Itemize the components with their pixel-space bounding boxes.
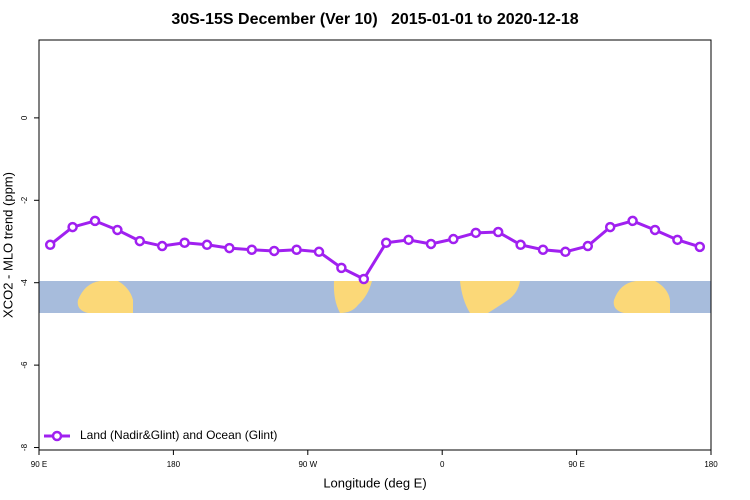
map-strip [39, 281, 711, 313]
x-tick-label: 180 [167, 460, 181, 469]
data-point [694, 241, 706, 253]
y-tick-label: -4 [20, 279, 29, 287]
data-point [44, 239, 56, 251]
data-point [224, 242, 235, 254]
data-point [112, 224, 123, 236]
data-line [49, 219, 701, 281]
data-point [179, 237, 190, 248]
data-point [156, 240, 168, 252]
legend-label: Land (Nadir&Glint) and Ocean (Glint) [80, 428, 277, 442]
y-tick-label: -8 [20, 443, 29, 451]
data-point [492, 226, 504, 238]
data-point [291, 244, 302, 255]
data-point [582, 240, 594, 252]
data-point [627, 215, 638, 227]
data-point [672, 234, 683, 246]
data-point [604, 221, 616, 233]
x-tick-label: 0 [440, 460, 445, 469]
chart-title: 30S-15S December (Ver 10) 2015-01-01 to … [171, 11, 578, 28]
x-tick-label: 90 E [31, 460, 47, 469]
x-axis-title: Longitude (deg E) [323, 475, 426, 490]
x-tick-label: 90 W [298, 460, 317, 469]
data-point [448, 233, 459, 245]
legend-marker [51, 430, 63, 442]
data-point [336, 262, 347, 274]
plot-frame [38, 39, 712, 451]
data-point [201, 239, 213, 251]
data-point [470, 227, 482, 239]
x-tick-label: 180 [704, 460, 718, 469]
data-point [515, 239, 526, 251]
x-tick-label: 90 E [568, 460, 584, 469]
y-tick-label: 0 [20, 115, 29, 120]
data-point [268, 245, 280, 257]
data-point [560, 246, 571, 258]
data-point [403, 234, 414, 246]
data-point [537, 244, 549, 255]
data-point [67, 221, 78, 233]
data-point [358, 273, 370, 285]
y-axis-title: XCO2 - MLO trend (ppm) [0, 172, 15, 318]
y-tick-label: -6 [20, 361, 29, 369]
data-point [246, 244, 258, 255]
data-point [425, 238, 437, 250]
data-point [134, 235, 146, 247]
y-tick-label: -2 [20, 196, 29, 204]
data-point [380, 237, 392, 248]
data-point [649, 224, 661, 236]
data-point [89, 215, 101, 227]
data-point [313, 246, 325, 258]
